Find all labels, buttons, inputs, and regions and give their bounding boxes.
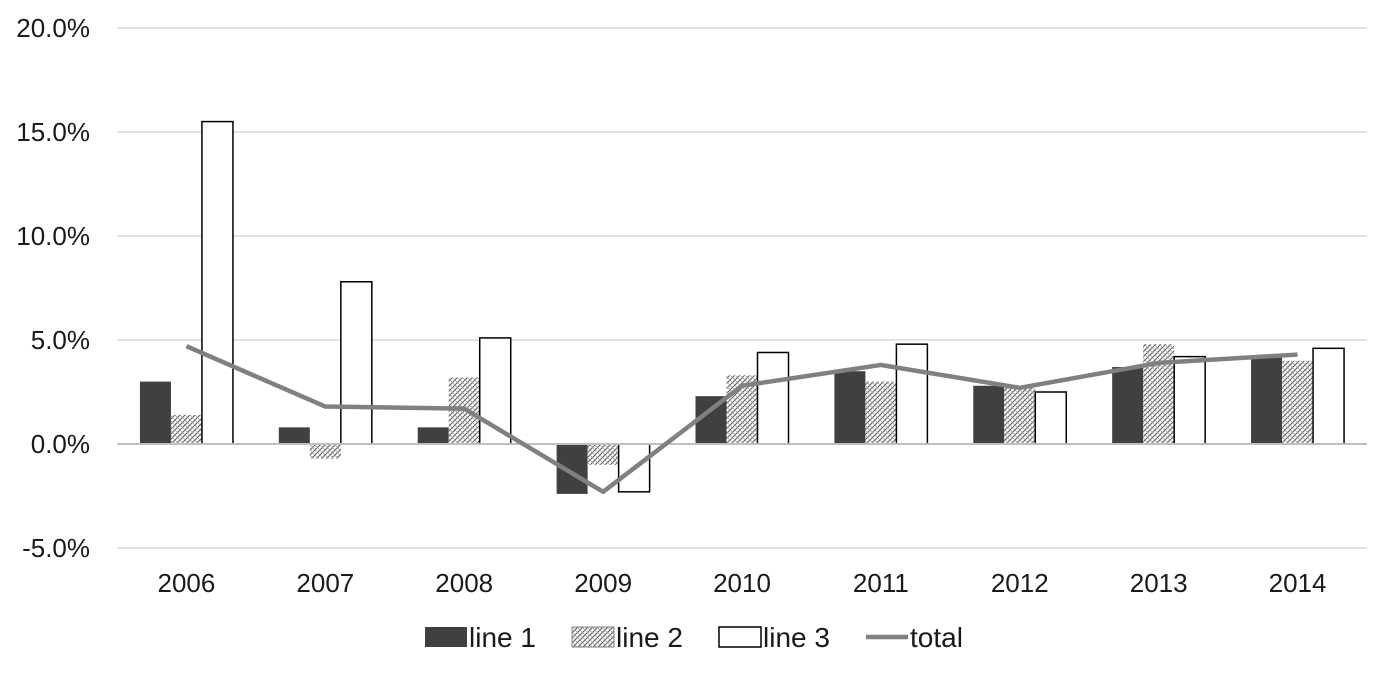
- x-tick-label: 2009: [574, 568, 632, 598]
- legend: line 1 line 2 line 3 total: [425, 622, 963, 653]
- legend-swatch: [425, 627, 467, 647]
- legend-item-line-2: line 2: [572, 622, 683, 653]
- bar-line-1-2014: [1251, 357, 1282, 444]
- legend-swatch: [719, 627, 761, 647]
- bar-line-3-2007: [341, 282, 372, 444]
- bar-line-1-2011: [834, 371, 865, 444]
- y-axis-tick-labels: -5.0% 0.0% 5.0% 10.0% 15.0% 20.0%: [16, 13, 90, 563]
- bar-line-3-2006: [202, 122, 233, 444]
- bar-line-3-2011: [896, 344, 927, 444]
- bar-line-1-2008: [418, 427, 449, 444]
- x-axis-tick-labels: 2006 2007 2008 2009 2010 2011 2012 2013 2014: [158, 568, 1327, 598]
- x-tick-label: 2006: [158, 568, 216, 598]
- bar-line-2-2011: [865, 382, 896, 444]
- bar-line-2-2006: [171, 415, 202, 444]
- bar-line-2-2013: [1143, 344, 1174, 444]
- legend-swatch: [572, 627, 614, 647]
- legend-label: line 2: [616, 622, 683, 653]
- bar-line-3-2010: [758, 352, 789, 444]
- bars: [140, 122, 1344, 494]
- x-tick-label: 2014: [1269, 568, 1327, 598]
- bar-line-3-2013: [1174, 357, 1205, 444]
- y-tick-label: 20.0%: [16, 13, 90, 43]
- bar-line-2-2009: [588, 444, 619, 465]
- y-tick-label: 10.0%: [16, 221, 90, 251]
- legend-item-line-3: line 3: [719, 622, 830, 653]
- bar-line-1-2012: [973, 386, 1004, 444]
- y-tick-label: 15.0%: [16, 117, 90, 147]
- bar-line-2-2014: [1282, 361, 1313, 444]
- x-tick-label: 2011: [853, 568, 909, 598]
- bar-line-2-2007: [310, 444, 341, 459]
- legend-label: line 1: [469, 622, 536, 653]
- bar-line-1-2013: [1112, 367, 1143, 444]
- x-tick-label: 2010: [713, 568, 771, 598]
- gridlines: [117, 28, 1367, 548]
- bar-line-3-2014: [1313, 348, 1344, 444]
- legend-label: total: [910, 622, 963, 653]
- bar-line-2-2012: [1004, 388, 1035, 444]
- y-tick-label: 5.0%: [31, 325, 90, 355]
- y-tick-label: -5.0%: [22, 533, 90, 563]
- x-tick-label: 2012: [991, 568, 1049, 598]
- bar-line-1-2007: [279, 427, 310, 444]
- bar-line-3-2012: [1035, 392, 1066, 444]
- legend-item-total: total: [866, 622, 963, 653]
- legend-label: line 3: [763, 622, 830, 653]
- x-tick-label: 2013: [1130, 568, 1188, 598]
- x-tick-label: 2007: [296, 568, 354, 598]
- x-tick-label: 2008: [435, 568, 493, 598]
- y-tick-label: 0.0%: [31, 429, 90, 459]
- bar-line-1-2006: [140, 382, 171, 444]
- legend-item-line-1: line 1: [425, 622, 536, 653]
